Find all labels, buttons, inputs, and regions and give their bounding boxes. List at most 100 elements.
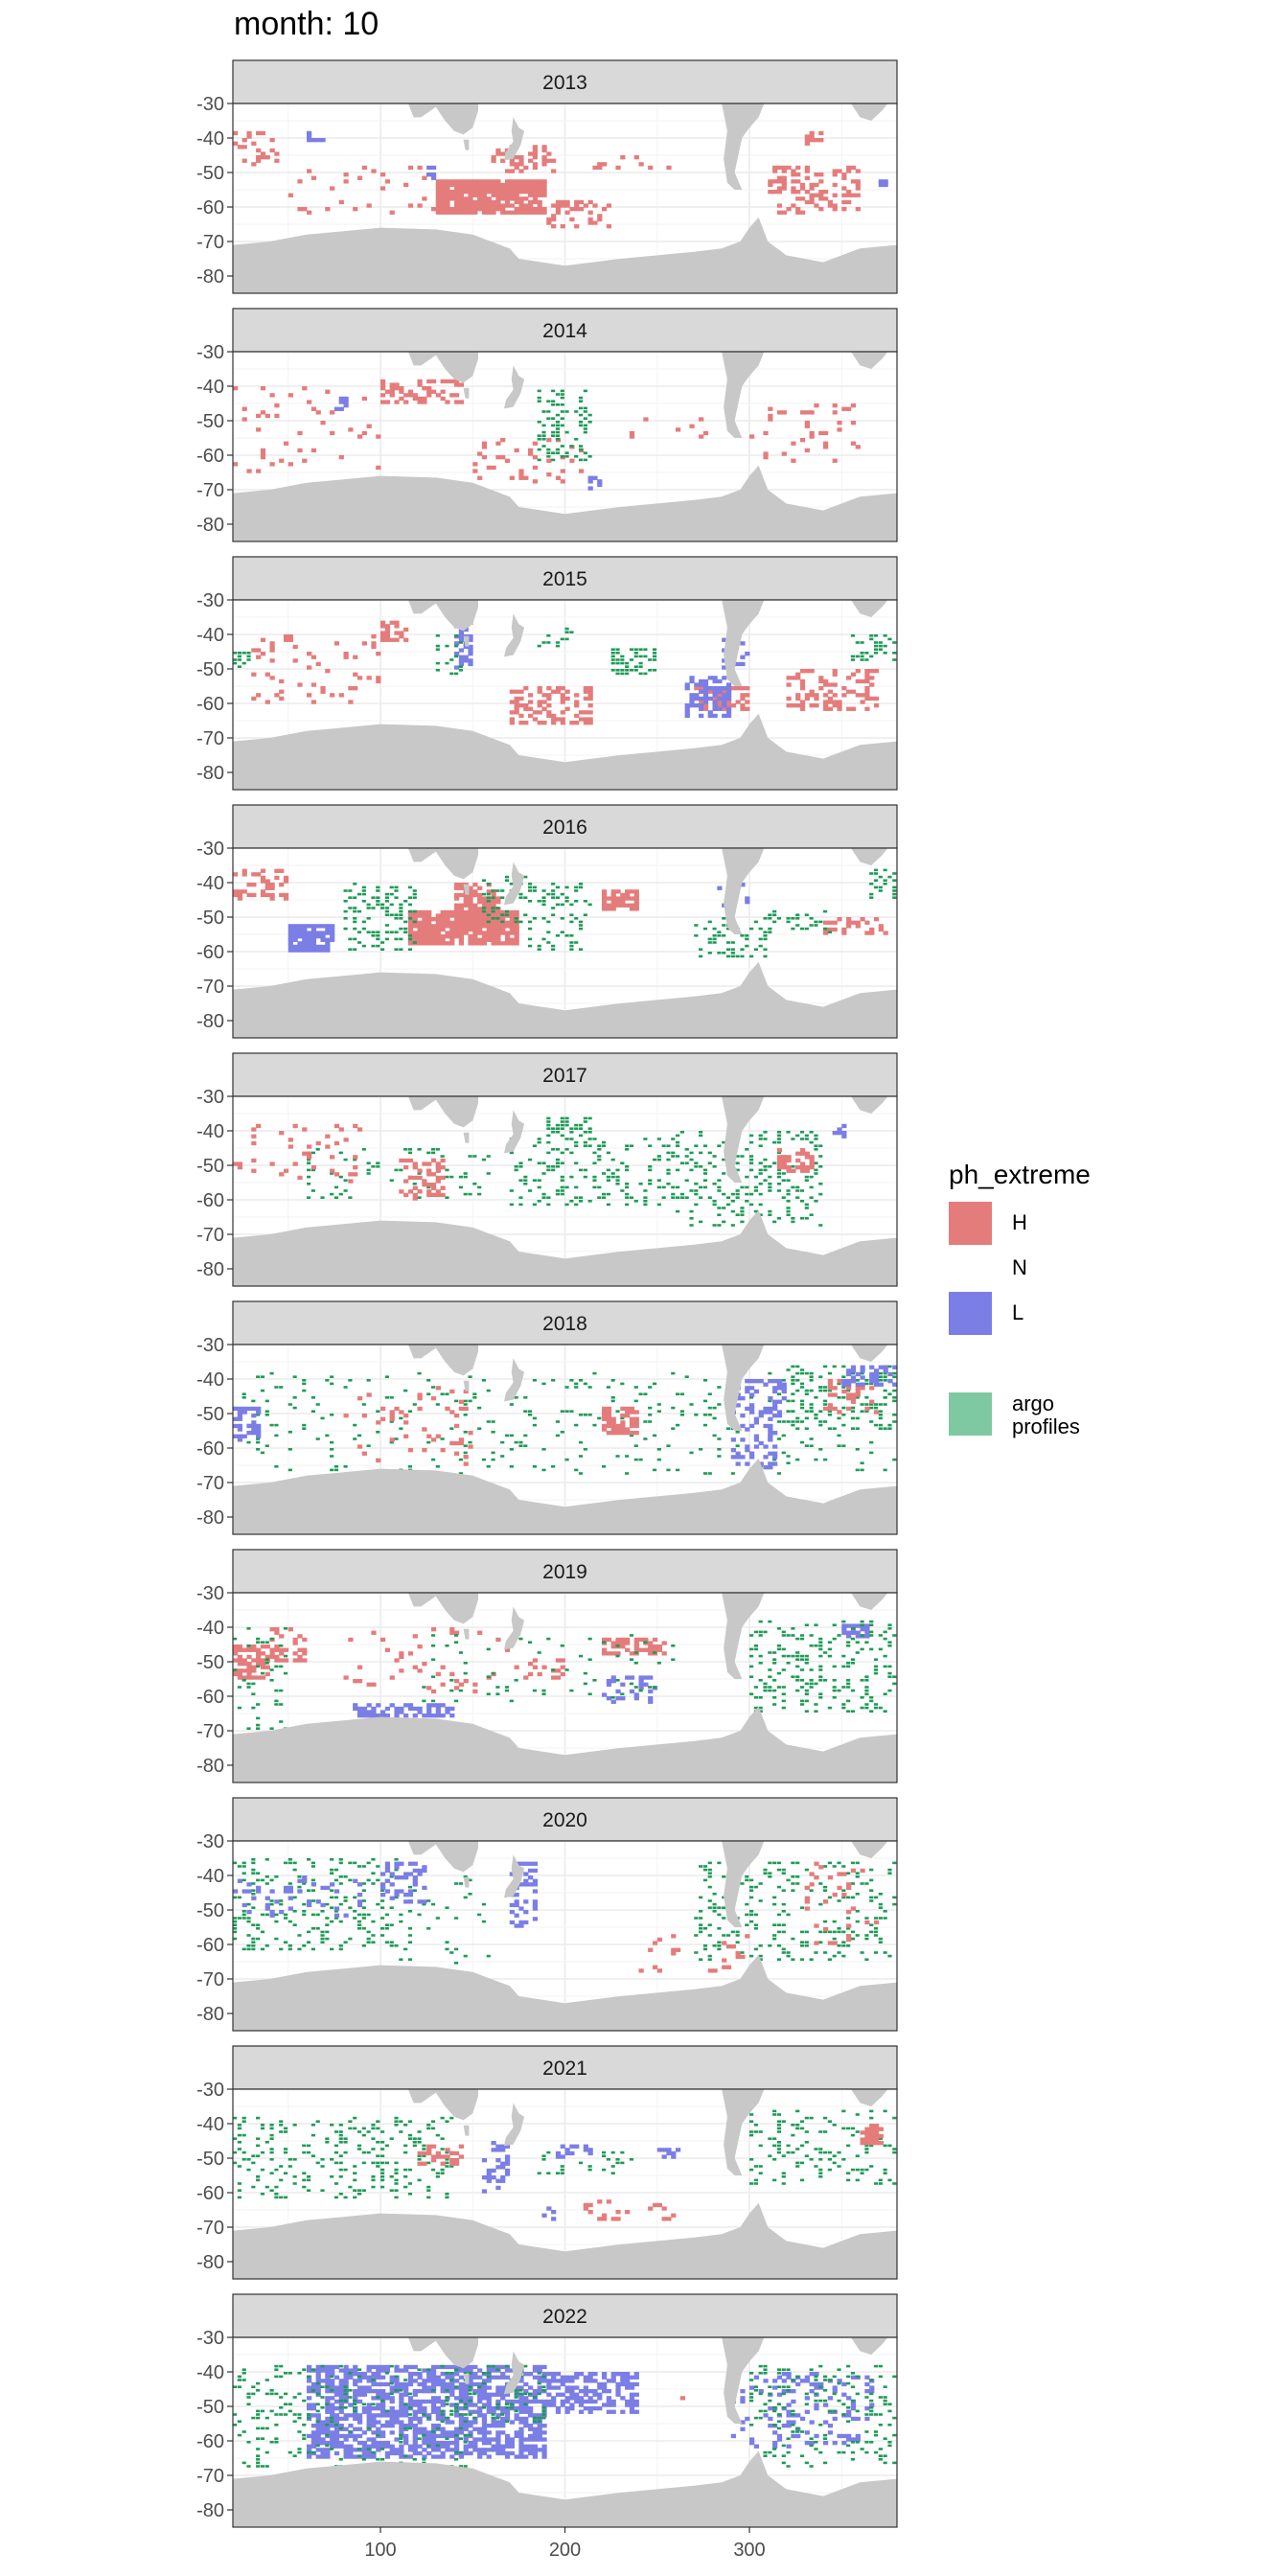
cell-argo xyxy=(768,1189,772,1192)
cell-argo xyxy=(887,875,892,879)
cell-l xyxy=(699,713,704,719)
cell-l xyxy=(883,1365,888,1369)
cell-l xyxy=(758,1461,764,1466)
cell-argo xyxy=(823,1420,828,1423)
cell-l xyxy=(403,1714,409,1718)
cell-l xyxy=(426,172,432,177)
cell-l xyxy=(307,931,312,935)
cell-h xyxy=(625,1427,631,1432)
cell-h xyxy=(776,165,783,171)
cell-h xyxy=(509,182,515,188)
y-tick-label: -80 xyxy=(196,1259,224,1280)
cell-h xyxy=(786,1165,792,1170)
cell-h xyxy=(407,924,414,929)
cell-argo xyxy=(555,434,561,437)
cell-argo xyxy=(730,1930,735,1934)
cell-argo xyxy=(633,669,638,672)
land-mass xyxy=(504,117,525,161)
cell-h xyxy=(445,199,450,205)
cell-h xyxy=(500,917,506,922)
cell-argo xyxy=(832,1427,837,1430)
cell-h xyxy=(440,1448,446,1453)
cell-h xyxy=(841,207,847,212)
cell-h xyxy=(809,1158,815,1163)
cell-argo xyxy=(274,1937,279,1941)
cell-argo xyxy=(302,1379,307,1382)
cell-h xyxy=(242,406,247,411)
cell-argo xyxy=(356,1865,362,1868)
cell-argo xyxy=(500,1455,505,1458)
cell-h xyxy=(463,903,469,908)
cell-l xyxy=(242,1889,247,1894)
cell-h xyxy=(509,190,515,195)
cell-argo xyxy=(546,1127,551,1130)
cell-h xyxy=(237,1668,243,1673)
cell-h xyxy=(786,207,792,212)
cell-h xyxy=(242,1658,247,1663)
cell-argo xyxy=(472,1392,477,1395)
cell-argo xyxy=(846,1686,851,1689)
cell-argo xyxy=(583,427,587,430)
facet-label: 2013 xyxy=(542,72,587,94)
cell-l xyxy=(606,1682,612,1687)
cell-l xyxy=(302,944,308,950)
cell-argo xyxy=(712,1906,717,1909)
cell-h xyxy=(288,637,293,642)
cell-argo xyxy=(269,1878,274,1882)
cell-argo xyxy=(772,1934,777,1937)
cell-argo xyxy=(869,1620,874,1623)
cell-l xyxy=(407,1899,414,1904)
cell-argo xyxy=(602,1140,607,1144)
cell-argo xyxy=(541,889,546,892)
cell-h xyxy=(407,1175,414,1181)
cell-h xyxy=(551,203,557,208)
cell-argo xyxy=(768,1872,772,1874)
cell-h xyxy=(814,182,819,188)
cell-argo xyxy=(768,1399,772,1403)
cell-argo xyxy=(384,892,389,896)
cell-h xyxy=(864,686,870,691)
cell-argo xyxy=(592,1162,597,1164)
cell-argo xyxy=(818,1641,823,1644)
cell-h xyxy=(472,190,478,195)
cell-l xyxy=(776,1386,783,1391)
cell-h xyxy=(528,1671,534,1677)
cell-h xyxy=(799,706,806,711)
cell-h xyxy=(528,151,534,156)
cell-argo xyxy=(435,1148,440,1151)
cell-h xyxy=(302,1658,308,1663)
cell-l xyxy=(399,1875,404,1880)
cell-argo xyxy=(260,1641,265,1644)
cell-argo xyxy=(602,1192,607,1196)
cell-h xyxy=(477,199,483,205)
cell-argo xyxy=(564,1185,569,1189)
cell-h xyxy=(435,941,441,946)
cell-argo xyxy=(776,1189,782,1192)
cell-l xyxy=(509,1920,515,1925)
cell-argo xyxy=(260,1913,265,1917)
cell-argo xyxy=(633,1444,638,1447)
cell-h xyxy=(264,1654,270,1660)
cell-argo xyxy=(233,2161,238,2165)
cell-h xyxy=(422,924,427,929)
cell-argo xyxy=(486,913,491,916)
cell-h xyxy=(445,182,450,188)
cell-argo xyxy=(348,1861,353,1865)
cell-h xyxy=(676,427,681,432)
cell-l xyxy=(745,1448,750,1453)
cell-argo xyxy=(827,1371,832,1375)
cell-h xyxy=(633,896,639,901)
cell-argo xyxy=(883,879,887,882)
cell-l xyxy=(587,486,593,491)
cell-argo xyxy=(602,1144,607,1147)
cell-h xyxy=(837,703,842,708)
cell-argo xyxy=(735,1444,740,1447)
cell-h xyxy=(445,400,450,404)
cell-l xyxy=(315,931,321,935)
cell-l xyxy=(855,1382,861,1387)
cell-h xyxy=(481,931,488,935)
cell-argo xyxy=(712,1434,717,1438)
cell-argo xyxy=(795,1654,800,1658)
cell-h xyxy=(251,1658,257,1663)
cell-h xyxy=(376,434,381,439)
